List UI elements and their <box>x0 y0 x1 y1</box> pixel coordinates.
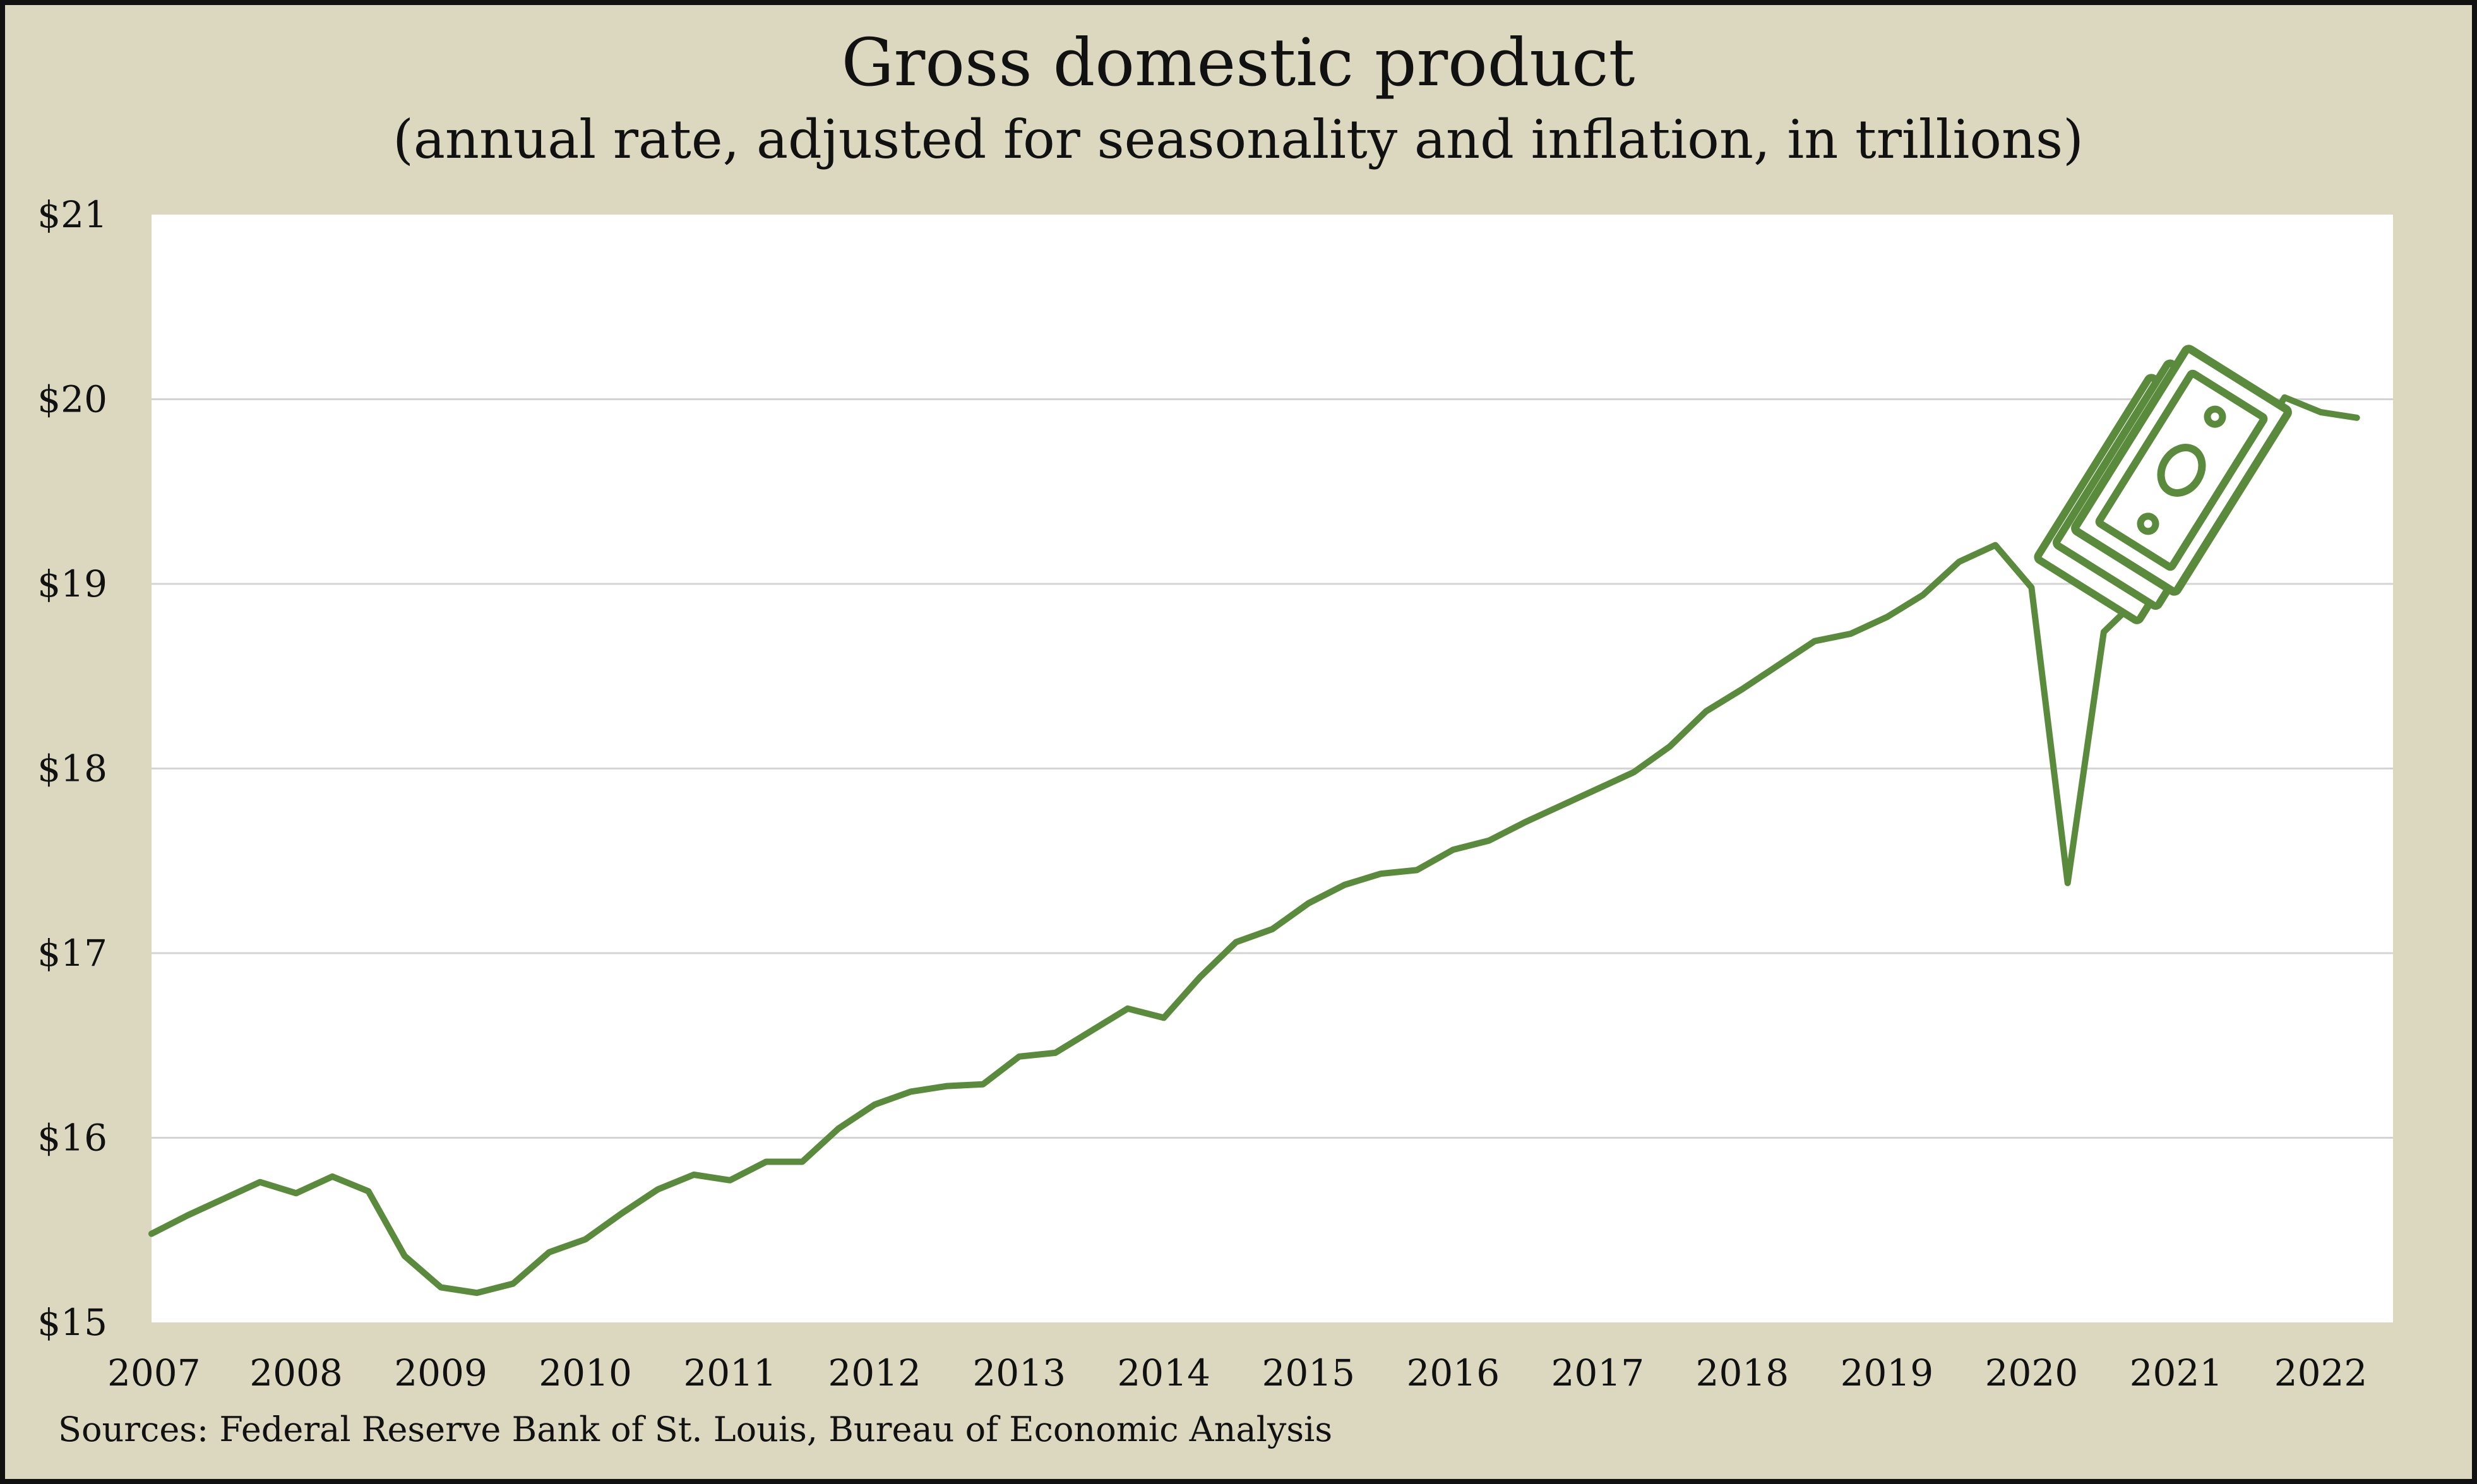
y-tick-label: $20 <box>37 378 107 421</box>
data-point <box>1633 771 1635 773</box>
data-point <box>2356 417 2358 418</box>
data-point <box>1850 633 1851 634</box>
data-point <box>2031 587 2032 588</box>
x-tick-label: 2019 <box>1841 1351 1934 1394</box>
x-tick-label: 2022 <box>2274 1351 2368 1394</box>
data-point <box>2320 412 2322 413</box>
data-point <box>1597 788 1598 790</box>
data-point <box>982 1084 984 1085</box>
data-point <box>621 1213 622 1214</box>
data-point <box>476 1292 477 1293</box>
data-point <box>1923 595 1924 596</box>
x-tick-label: 2021 <box>2130 1351 2223 1394</box>
data-point <box>1995 545 1996 546</box>
x-tick-label: 2007 <box>107 1351 201 1394</box>
data-point <box>1778 665 1779 666</box>
y-tick-label: $21 <box>37 193 107 236</box>
data-point <box>1705 711 1707 712</box>
data-point <box>187 1214 188 1216</box>
chart-subtitle: (annual rate, adjusted for seasonality a… <box>393 109 2084 170</box>
data-point <box>295 1192 297 1194</box>
data-point <box>1416 869 1418 870</box>
data-point <box>1525 821 1526 822</box>
data-point <box>1018 1056 1020 1057</box>
y-tick-label: $19 <box>37 562 107 605</box>
data-point <box>729 1180 731 1181</box>
data-point <box>368 1190 369 1192</box>
y-tick-label: $18 <box>37 747 107 790</box>
data-point <box>1091 1030 1092 1031</box>
data-point <box>1452 849 1453 850</box>
x-tick-label: 2008 <box>249 1351 343 1394</box>
data-point <box>2103 631 2104 632</box>
data-point <box>260 1182 261 1183</box>
data-point <box>585 1238 586 1240</box>
x-tick-label: 2017 <box>1551 1351 1645 1394</box>
x-tick-label: 2011 <box>683 1351 777 1394</box>
data-point <box>1272 929 1273 930</box>
data-point <box>1380 873 1382 874</box>
data-point <box>2067 882 2068 884</box>
source-note: Sources: Federal Reserve Bank of St. Lou… <box>58 1410 1332 1449</box>
data-point <box>224 1198 225 1199</box>
data-point <box>2284 397 2285 398</box>
x-tick-label: 2014 <box>1117 1351 1210 1394</box>
data-point <box>1814 641 1815 642</box>
data-point <box>1886 617 1887 618</box>
data-point <box>693 1174 695 1175</box>
data-point <box>1055 1052 1056 1054</box>
x-tick-label: 2013 <box>972 1351 1066 1394</box>
x-axis-tick-labels: 2007 2008 2009 2010 2011 2012 2013 2014 2015 2016… <box>107 1351 2367 1394</box>
data-point <box>1489 840 1490 841</box>
x-tick-label: 2020 <box>1985 1351 2079 1394</box>
data-point <box>1344 884 1346 886</box>
x-tick-label: 2012 <box>828 1351 921 1394</box>
chart-title: Gross domestic product <box>842 24 1635 101</box>
data-point <box>1127 1008 1128 1009</box>
series-layer <box>148 394 2360 1297</box>
y-axis-tick-labels: $15 $16 $17 $18 $19 $20 $21 <box>37 193 107 1344</box>
x-tick-label: 2015 <box>1262 1351 1355 1394</box>
x-tick-label: 2010 <box>539 1351 632 1394</box>
data-point <box>802 1161 803 1163</box>
x-tick-label: 2016 <box>1406 1351 1500 1394</box>
data-point <box>874 1104 875 1105</box>
data-point <box>1308 903 1309 904</box>
data-point <box>1741 689 1743 690</box>
y-tick-label: $17 <box>37 932 107 975</box>
data-point <box>765 1161 767 1163</box>
data-point <box>549 1252 550 1253</box>
data-point <box>910 1091 911 1092</box>
data-point <box>838 1128 839 1129</box>
y-tick-label: $16 <box>37 1117 107 1160</box>
data-point <box>404 1255 405 1257</box>
data-point <box>1200 976 1201 978</box>
data-point <box>1959 561 1960 562</box>
data-point <box>657 1189 659 1190</box>
series-line-gdp <box>148 394 2360 1297</box>
data-point <box>440 1286 441 1288</box>
data-point <box>331 1176 333 1177</box>
data-point <box>1561 805 1562 806</box>
x-tick-label: 2009 <box>394 1351 487 1394</box>
y-tick-label: $15 <box>37 1301 107 1344</box>
gridlines <box>152 398 2393 1139</box>
data-point <box>946 1086 948 1087</box>
data-point <box>151 1233 152 1235</box>
data-point <box>1236 942 1237 943</box>
data-point <box>1163 1017 1164 1018</box>
data-point <box>1669 745 1671 747</box>
data-point <box>513 1283 514 1285</box>
money-bills-icon <box>2034 345 2292 624</box>
x-tick-label: 2018 <box>1696 1351 1789 1394</box>
